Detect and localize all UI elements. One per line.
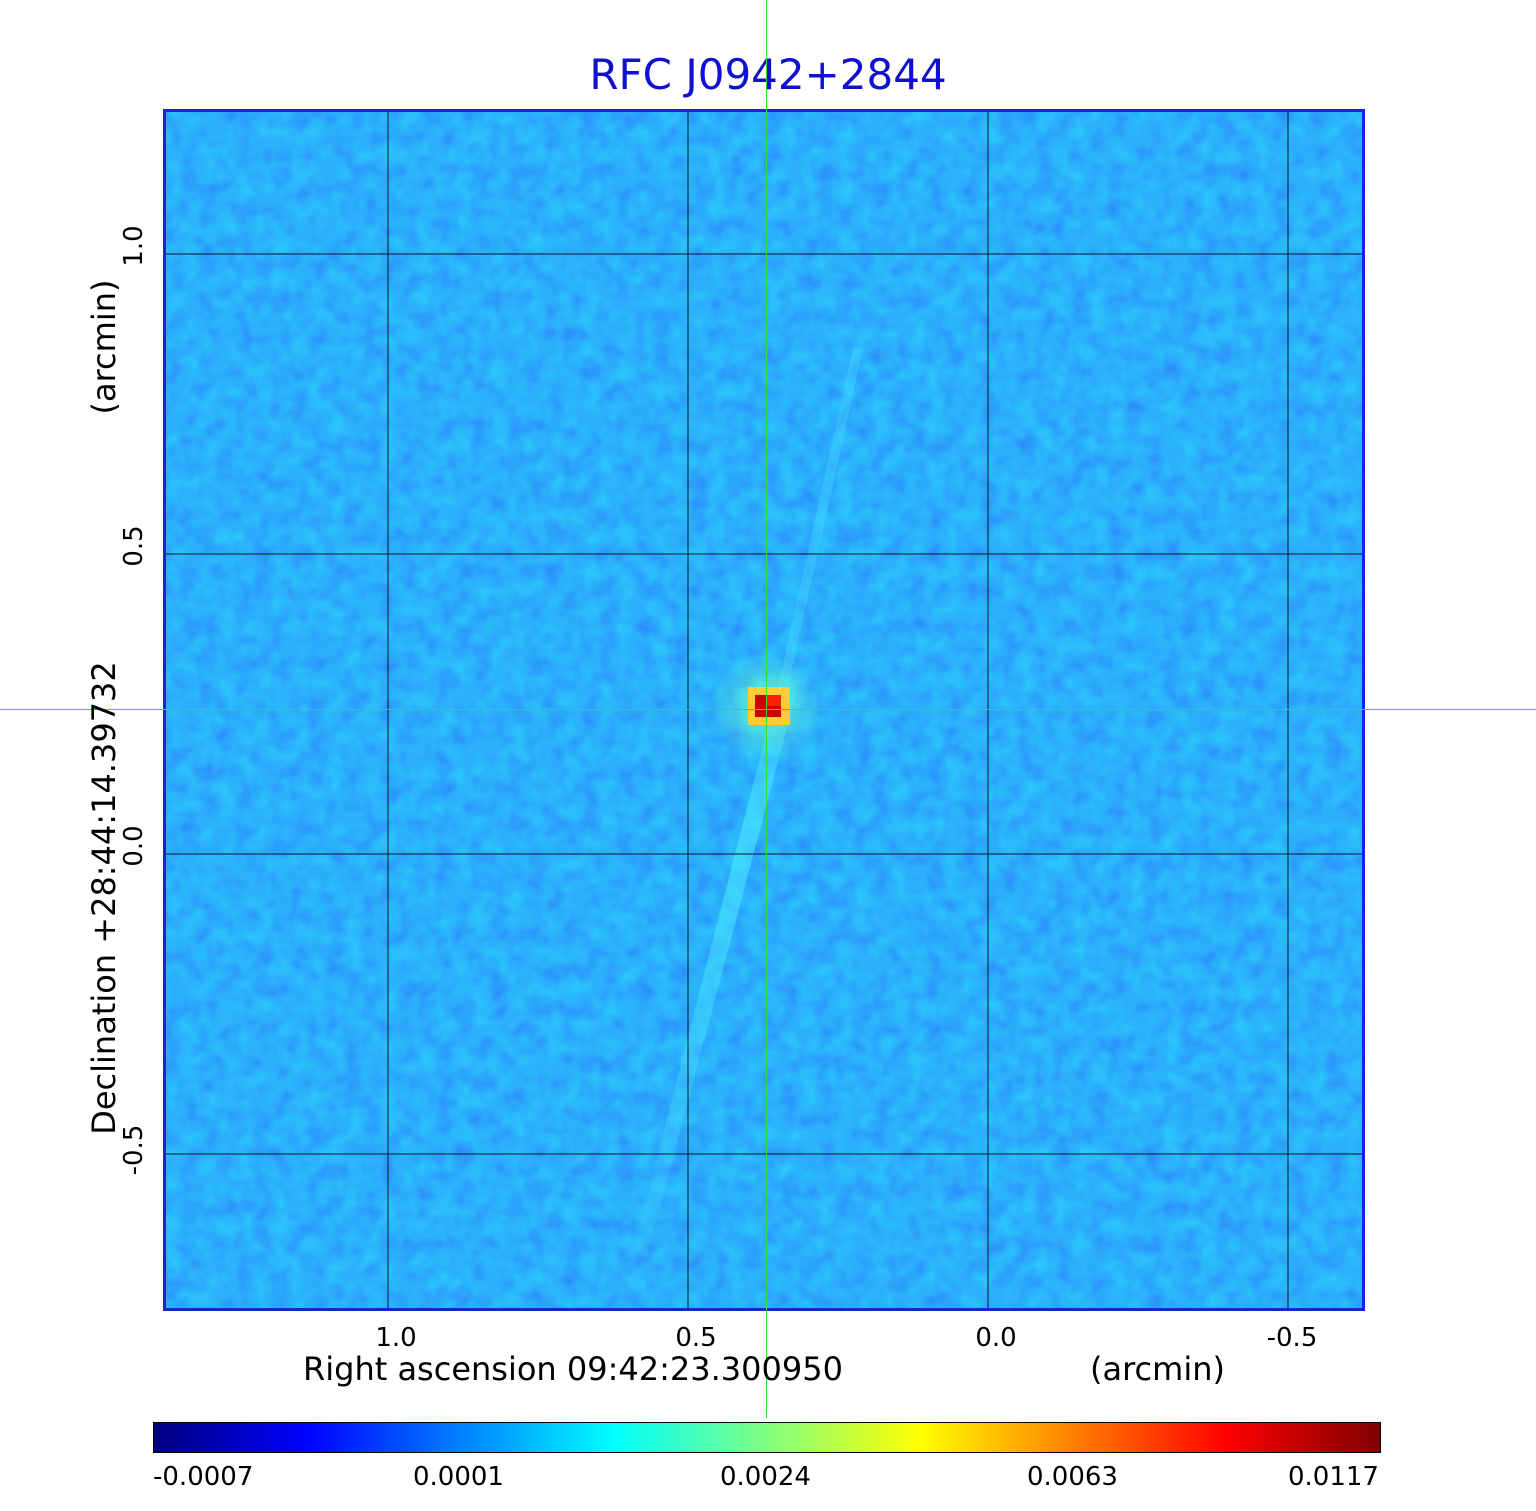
x-tick-label: 0.5 <box>675 1323 717 1353</box>
colorbar-tick-label: 0.0001 <box>413 1462 504 1492</box>
y-axis-label: Declination +28:44:14.39732 <box>85 661 123 1135</box>
jet-feature <box>618 629 813 1309</box>
colorbar-tick-label: 0.0117 <box>1288 1462 1379 1492</box>
y-tick-label: 0.0 <box>119 825 149 867</box>
x-axis-label: Right ascension 09:42:23.300950 <box>303 1350 843 1388</box>
radio-image-map[interactable] <box>163 109 1365 1311</box>
x-tick-label: 0.0 <box>975 1323 1017 1353</box>
colorbar <box>153 1422 1381 1453</box>
colorbar-tick-label: 0.0024 <box>720 1462 811 1492</box>
colorbar-tick-label: -0.0007 <box>153 1462 254 1492</box>
colorbar-tick-label: 0.0063 <box>1027 1462 1118 1492</box>
map-title: RFC J0942+2844 <box>589 50 947 99</box>
map-frame <box>163 109 1365 1311</box>
y-tick-label: -0.5 <box>119 1124 149 1176</box>
y-tick-label: 1.0 <box>119 225 149 267</box>
x-tick-label: 1.0 <box>375 1323 417 1353</box>
y-axis-unit: (arcmin) <box>85 279 123 415</box>
lobe-feature <box>773 349 863 709</box>
x-axis-unit: (arcmin) <box>1090 1350 1225 1388</box>
x-tick-label: -0.5 <box>1266 1323 1318 1353</box>
y-tick-label: 0.5 <box>119 525 149 567</box>
crosshair-horizontal <box>0 709 1536 710</box>
grid-lines <box>163 109 1365 1311</box>
